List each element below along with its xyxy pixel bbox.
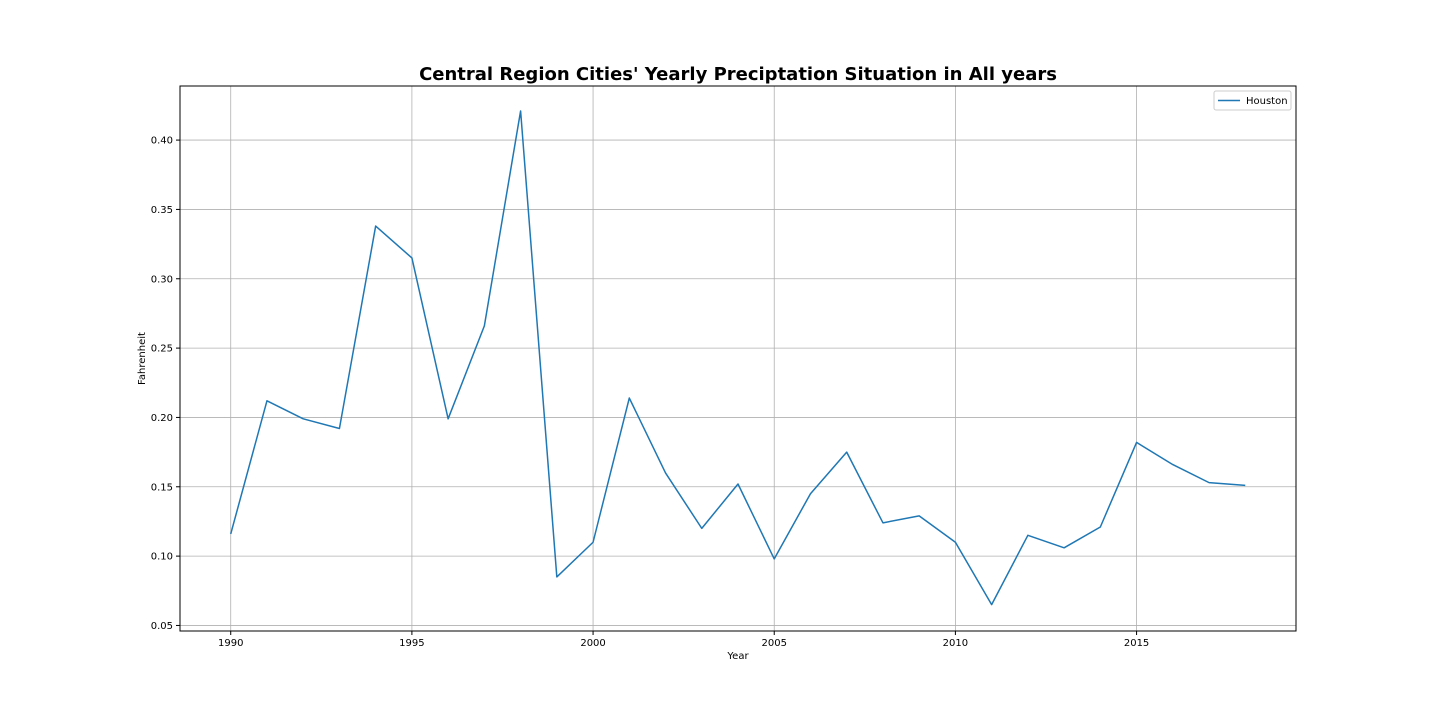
y-axis: 0.05 0.10 0.15 0.20 0.25 0.30 0.35 0.40	[151, 136, 180, 632]
x-tick-label: 2000	[580, 638, 605, 649]
y-tick-label: 0.25	[151, 344, 173, 355]
x-tick-label: 2010	[943, 638, 968, 649]
y-axis-label: Fahrenheit	[137, 332, 148, 385]
x-tick-label: 1995	[399, 638, 424, 649]
plot-frame	[179, 85, 1297, 632]
y-tick-label: 0.35	[151, 205, 173, 216]
legend: Houston	[1213, 90, 1292, 111]
y-tick-label: 0.05	[151, 621, 173, 632]
x-axis: 1990 1995 2000 2005 2010 2015	[218, 631, 1149, 649]
chart-title: Central Region Cities' Yearly Preciptati…	[419, 64, 1057, 85]
x-axis-label: Year	[726, 651, 749, 662]
x-tick-label: 2015	[1124, 638, 1149, 649]
y-tick-label: 0.30	[151, 274, 173, 285]
legend-box	[1213, 90, 1292, 111]
grid	[180, 86, 1296, 631]
y-tick-label: 0.15	[151, 482, 173, 493]
x-tick-label: 1990	[218, 638, 243, 649]
y-tick-label: 0.40	[151, 136, 173, 147]
y-tick-label: 0.10	[151, 552, 173, 563]
y-tick-label: 0.20	[151, 413, 173, 424]
series-layer	[230, 110, 1246, 606]
series-line-houston	[230, 110, 1246, 606]
legend-label: Houston	[1246, 96, 1288, 107]
x-tick-label: 2005	[762, 638, 787, 649]
